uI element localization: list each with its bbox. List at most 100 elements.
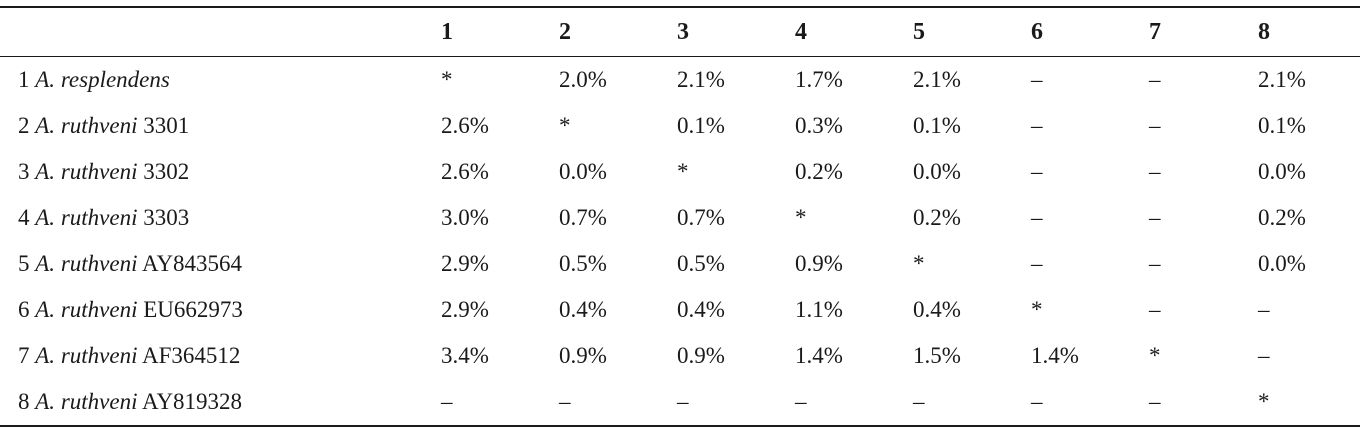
table-header: 1 2 3 4 5 6 7 8: [0, 7, 1360, 57]
taxon-species: ruthveni: [60, 389, 138, 414]
row-number: 2: [18, 113, 30, 138]
distance-cell: *: [795, 205, 807, 230]
distance-cell: *: [1258, 389, 1270, 414]
distance-cell: 0.1%: [913, 113, 961, 138]
distance-cell: 3.0%: [441, 205, 489, 230]
row-label: 2 A. ruthveni 3301: [0, 103, 441, 149]
distance-cell: 2.1%: [913, 67, 961, 92]
distance-cell: 0.9%: [795, 251, 843, 276]
distance-cell: –: [1149, 113, 1161, 138]
taxon-genus: A.: [35, 251, 56, 276]
distance-cell: 0.9%: [559, 343, 607, 368]
table-row: 4 A. ruthveni 3303 3.0% 0.7% 0.7% * 0.2% – –0.2…: [0, 195, 1360, 241]
row-label: 1 A. resplendens: [0, 57, 441, 104]
table-row: 5 A. ruthveni AY843564 2.9% 0.5% 0.5% 0.9% * –…: [0, 241, 1360, 287]
distance-cell: 0.0%: [1258, 159, 1306, 184]
column-header-2: 2: [559, 18, 571, 45]
distance-cell: *: [677, 159, 689, 184]
distance-cell: 2.9%: [441, 251, 489, 276]
distance-cell: 0.1%: [1258, 113, 1306, 138]
row-number: 4: [18, 205, 30, 230]
taxon-genus: A.: [35, 113, 56, 138]
taxon-genus: A.: [35, 389, 56, 414]
column-header-3: 3: [677, 18, 689, 45]
taxon-species: ruthveni: [60, 205, 138, 230]
accession-number: AY819328: [141, 389, 243, 414]
header-row: 1 2 3 4 5 6 7 8: [0, 7, 1360, 57]
accession-number: EU662973: [143, 297, 243, 322]
row-label: 3 A. ruthveni 3302: [0, 149, 441, 195]
accession-number: 3302: [143, 159, 190, 184]
distance-cell: –: [1031, 205, 1043, 230]
distance-cell: *: [913, 251, 925, 276]
distance-cell: 3.4%: [441, 343, 489, 368]
accession-number: 3303: [143, 205, 190, 230]
distance-cell: 1.4%: [1031, 343, 1079, 368]
taxon-genus: A.: [35, 67, 56, 92]
distance-cell: –: [1149, 67, 1161, 92]
column-header-5: 5: [913, 18, 925, 45]
distance-cell: –: [1149, 159, 1161, 184]
distance-cell: –: [1031, 113, 1043, 138]
distance-cell: 0.2%: [913, 205, 961, 230]
distance-cell: –: [441, 389, 453, 414]
distance-cell: 0.3%: [795, 113, 843, 138]
distance-cell: –: [1149, 389, 1161, 414]
table-body: 1 A. resplendens * 2.0% 2.1% 1.7% 2.1% – –2.1% 2…: [0, 57, 1360, 426]
row-number: 6: [18, 297, 30, 322]
column-header-7: 7: [1149, 18, 1161, 45]
column-header-4: 4: [795, 18, 807, 45]
accession-number: AY843564: [141, 251, 243, 276]
distance-cell: 2.1%: [1258, 67, 1306, 92]
distance-cell: *: [1031, 297, 1043, 322]
distance-cell: 0.4%: [913, 297, 961, 322]
distance-cell: –: [559, 389, 571, 414]
distance-cell: –: [913, 389, 925, 414]
distance-cell: 2.6%: [441, 159, 489, 184]
table-row: 1 A. resplendens * 2.0% 2.1% 1.7% 2.1% – –2.1%: [0, 57, 1360, 104]
column-header-6: 6: [1031, 18, 1043, 45]
distance-cell: –: [1149, 251, 1161, 276]
distance-cell: –: [1031, 389, 1043, 414]
distance-cell: 0.4%: [677, 297, 725, 322]
distance-cell: 0.2%: [795, 159, 843, 184]
column-header-8: 8: [1258, 18, 1270, 45]
distance-cell: –: [677, 389, 689, 414]
distance-cell: 0.0%: [1258, 251, 1306, 276]
distance-cell: 0.9%: [677, 343, 725, 368]
distance-cell: –: [1031, 251, 1043, 276]
row-label: 6 A. ruthveni EU662973: [0, 287, 441, 333]
row-label: 5 A. ruthveni AY843564: [0, 241, 441, 287]
column-header-1: 1: [441, 18, 453, 45]
genetic-distance-table: 1 2 3 4 5 6 7 8 1 A. resplendens * 2.0% 2.1…: [0, 6, 1360, 427]
distance-cell: 0.2%: [1258, 205, 1306, 230]
row-number: 3: [18, 159, 30, 184]
taxon-species: ruthveni: [60, 297, 138, 322]
table-row: 3 A. ruthveni 3302 2.6% 0.0% * 0.2% 0.0% – –0.0…: [0, 149, 1360, 195]
distance-cell: 0.5%: [559, 251, 607, 276]
distance-cell: 1.4%: [795, 343, 843, 368]
distance-cell: 1.7%: [795, 67, 843, 92]
row-label: 8 A. ruthveni AY819328: [0, 379, 441, 426]
distance-cell: 2.9%: [441, 297, 489, 322]
distance-cell: –: [1258, 343, 1270, 368]
table-row: 8 A. ruthveni AY819328– – – – – – – *: [0, 379, 1360, 426]
table-row: 7 A. ruthveni AF364512 3.4% 0.9% 0.9% 1.4% 1.…: [0, 333, 1360, 379]
distance-cell: *: [559, 113, 571, 138]
taxon-genus: A.: [35, 205, 56, 230]
distance-cell: –: [1149, 297, 1161, 322]
distance-cell: –: [1149, 205, 1161, 230]
distance-cell: 0.0%: [913, 159, 961, 184]
accession-number: 3301: [143, 113, 190, 138]
distance-cell: 0.7%: [677, 205, 725, 230]
taxon-species: ruthveni: [60, 159, 138, 184]
distance-cell: –: [1031, 67, 1043, 92]
table-row: 2 A. ruthveni 3301 2.6% * 0.1% 0.3% 0.1% – –0.1…: [0, 103, 1360, 149]
row-number: 5: [18, 251, 30, 276]
accession-number: AF364512: [141, 343, 241, 368]
table-row: 6 A. ruthveni EU662973 2.9% 0.4% 0.4% 1.1% 0.…: [0, 287, 1360, 333]
taxon-species: resplendens: [60, 67, 170, 92]
row-number: 1: [18, 67, 30, 92]
distance-cell: –: [1031, 159, 1043, 184]
